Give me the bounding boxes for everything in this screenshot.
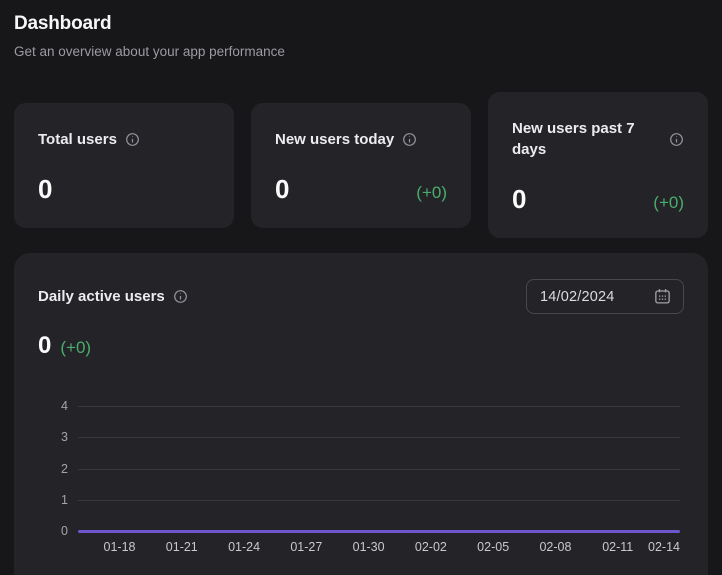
date-picker-value: 14/02/2024 bbox=[540, 288, 615, 305]
x-tick-label: 02-05 bbox=[477, 540, 510, 554]
stat-title: New users past 7 days bbox=[512, 120, 635, 158]
chart-title-row: Daily active users bbox=[38, 286, 188, 307]
chart-value: 0 bbox=[38, 332, 52, 359]
info-icon[interactable] bbox=[125, 132, 140, 147]
y-tick-label: 3 bbox=[61, 430, 68, 445]
x-tick-label: 01-27 bbox=[290, 540, 323, 554]
y-tick-label: 0 bbox=[61, 524, 68, 538]
x-tick-label: 02-02 bbox=[414, 540, 447, 554]
stat-head: Total users bbox=[38, 129, 210, 150]
info-icon[interactable] bbox=[173, 289, 188, 304]
date-picker[interactable]: 14/02/2024 bbox=[526, 279, 684, 314]
stat-title: New users today bbox=[275, 130, 395, 148]
x-tick-label: 01-21 bbox=[165, 540, 198, 554]
stat-card-new-users-past-7-days: New users past 7 days 0 (+0) bbox=[488, 92, 708, 238]
gridline bbox=[78, 437, 680, 439]
page-title: Dashboard bbox=[14, 13, 112, 34]
chart-header: Daily active users 14/02/2024 bbox=[38, 279, 684, 314]
stat-delta: (+0) bbox=[416, 182, 447, 202]
stat-value: 0 bbox=[38, 173, 53, 204]
chart: 01-18 01-21 01-24 01-27 01-30 02-02 02-05 02-08… bbox=[38, 374, 684, 554]
stat-delta: (+0) bbox=[653, 193, 684, 212]
stat-card-new-users-today: New users today 0 (+0) bbox=[251, 102, 471, 228]
page-header: Dashboard Get an overview about your app… bbox=[14, 13, 708, 60]
page-subtitle: Get an overview about your app performan… bbox=[14, 44, 285, 59]
stat-value: 0 bbox=[275, 173, 290, 204]
x-tick-label: 02-14 bbox=[648, 540, 680, 554]
gridline bbox=[78, 499, 680, 501]
info-icon[interactable] bbox=[669, 132, 684, 147]
gridline bbox=[78, 468, 680, 470]
x-tick-label: 01-18 bbox=[103, 540, 136, 554]
y-tick-label: 2 bbox=[61, 461, 68, 476]
chart-title: Daily active users bbox=[38, 288, 165, 305]
stat-foot: 0 (+0) bbox=[275, 175, 447, 203]
info-icon[interactable] bbox=[402, 132, 417, 147]
stat-title: Total users bbox=[38, 130, 117, 148]
y-tick-label: 4 bbox=[61, 399, 68, 413]
stat-value: 0 bbox=[512, 184, 527, 214]
chart-value-row: 0 (+0) bbox=[38, 332, 684, 360]
calendar-icon bbox=[653, 287, 672, 306]
plot-area: 01-18 01-21 01-24 01-27 01-30 02-02 02-05 02-08… bbox=[78, 406, 680, 554]
daily-active-users-card: Daily active users 14/02/2024 bbox=[14, 253, 708, 575]
stat-head: New users today bbox=[275, 129, 447, 150]
x-tick-label: 01-30 bbox=[352, 540, 385, 554]
stat-card-total-users: Total users 0 bbox=[14, 102, 234, 228]
x-tick-label: 01-24 bbox=[228, 540, 261, 554]
gridline bbox=[78, 406, 680, 407]
y-tick-label: 1 bbox=[61, 492, 68, 507]
x-tick-label: 02-11 bbox=[602, 540, 634, 554]
x-tick-label: 02-08 bbox=[539, 540, 572, 554]
stat-head: New users past 7 days bbox=[512, 118, 684, 160]
stats-row: Total users 0 New users today bbox=[14, 92, 708, 238]
chart-delta: (+0) bbox=[60, 338, 92, 357]
stat-foot: 0 bbox=[38, 175, 210, 203]
stat-foot: 0 (+0) bbox=[512, 185, 684, 213]
series-line bbox=[78, 530, 680, 533]
